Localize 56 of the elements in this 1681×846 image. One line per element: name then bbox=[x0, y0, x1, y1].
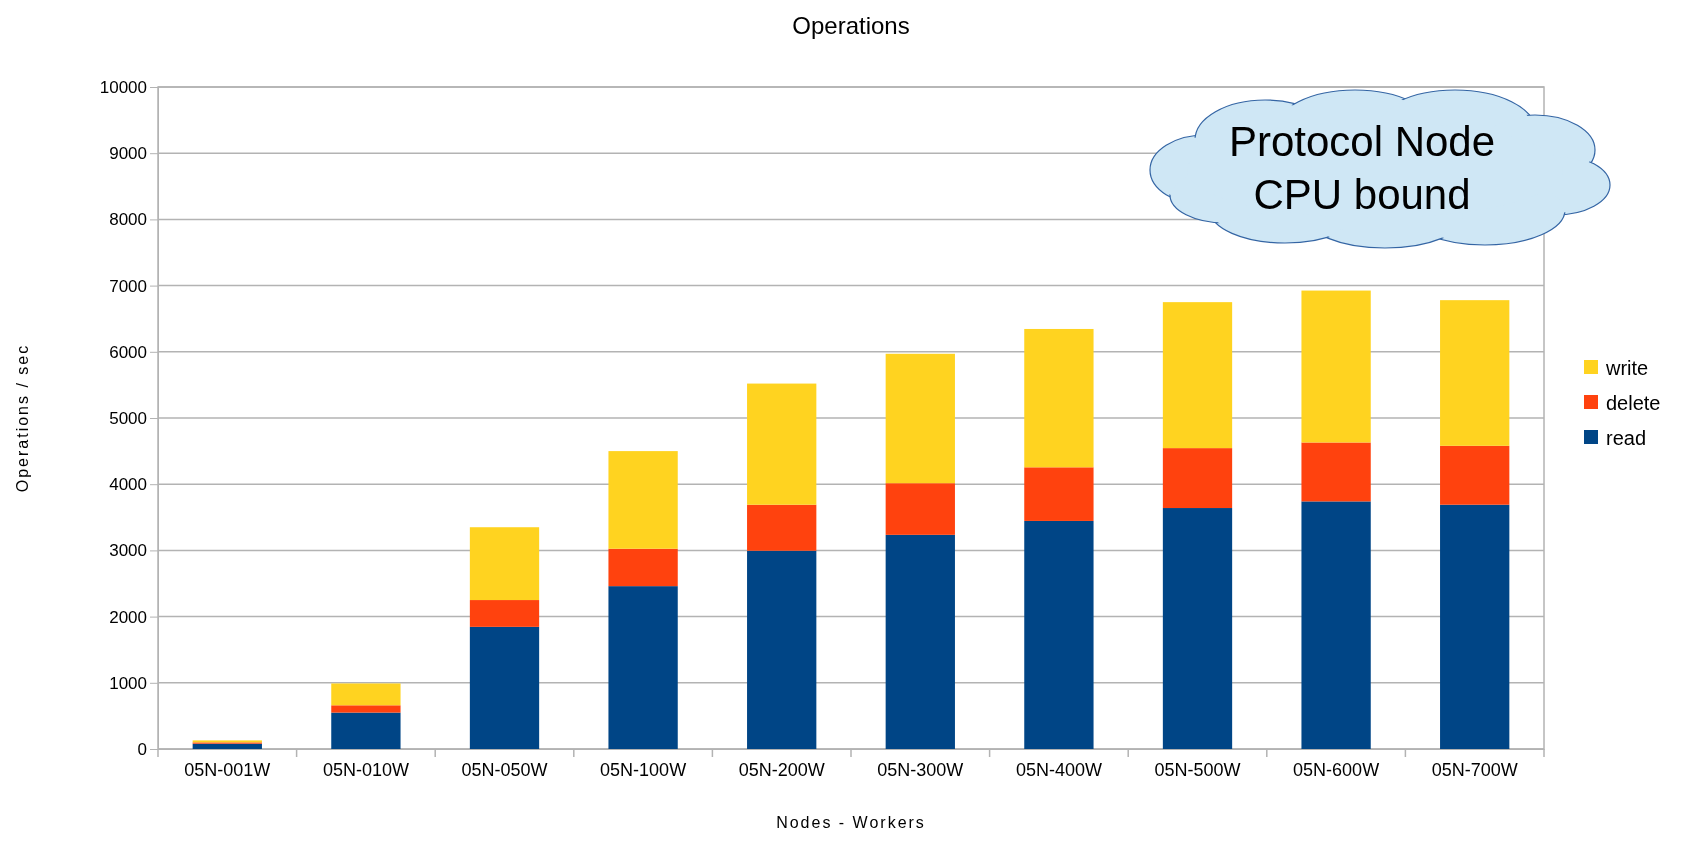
bar bbox=[1162, 508, 1233, 749]
y-tick-label: 5000 bbox=[109, 408, 147, 428]
bar bbox=[885, 534, 955, 749]
bar bbox=[469, 527, 540, 601]
x-tick-label: 05N-001W bbox=[184, 759, 271, 780]
y-axis-title: Operations / sec bbox=[14, 343, 31, 493]
bar bbox=[1024, 520, 1094, 749]
bar bbox=[747, 504, 817, 551]
bar bbox=[1162, 448, 1233, 509]
annotation: Protocol Node CPU bound bbox=[1228, 118, 1496, 218]
bar bbox=[608, 548, 678, 587]
y-tick-label: 10000 bbox=[99, 77, 147, 97]
bar bbox=[1301, 290, 1371, 443]
x-tick-label: 05N-300W bbox=[877, 759, 964, 780]
bar bbox=[1301, 501, 1371, 749]
x-axis-title: Nodes - Workers bbox=[776, 814, 926, 831]
legend-label: read bbox=[1606, 427, 1647, 449]
y-tick-label: 0 bbox=[137, 739, 147, 759]
bar bbox=[469, 600, 540, 627]
x-tick-label: 05N-600W bbox=[1293, 759, 1380, 780]
bar bbox=[885, 353, 955, 484]
legend-label: write bbox=[1605, 357, 1649, 379]
bar bbox=[331, 712, 401, 749]
y-tick-label: 7000 bbox=[109, 276, 147, 296]
x-tick-label: 05N-100W bbox=[600, 759, 687, 780]
y-tick-label: 8000 bbox=[109, 210, 147, 230]
bar bbox=[331, 705, 401, 713]
bar bbox=[885, 483, 955, 535]
bar bbox=[1440, 300, 1510, 446]
y-tick-label: 2000 bbox=[109, 607, 147, 627]
y-tick-label: 3000 bbox=[109, 541, 147, 561]
x-tick-label: 05N-010W bbox=[322, 759, 409, 780]
y-tick-label: 9000 bbox=[109, 144, 147, 164]
bar bbox=[1440, 445, 1510, 505]
x-tick-label: 05N-500W bbox=[1154, 759, 1241, 780]
bar bbox=[1440, 504, 1510, 749]
x-tick-label: 05N-200W bbox=[738, 759, 825, 780]
bar bbox=[469, 626, 540, 749]
x-tick-label: 05N-400W bbox=[1015, 759, 1102, 780]
x-tick-label: 05N-050W bbox=[461, 759, 548, 780]
bar bbox=[1301, 442, 1371, 502]
y-tick-label: 1000 bbox=[109, 673, 147, 693]
y-tick-label: 4000 bbox=[109, 475, 147, 495]
legend-label: delete bbox=[1606, 392, 1661, 414]
bar bbox=[747, 383, 817, 505]
x-tick-label: 05N-700W bbox=[1431, 759, 1518, 780]
chart-title: Operations bbox=[792, 12, 910, 39]
bar bbox=[608, 586, 678, 749]
bar bbox=[1024, 328, 1094, 468]
bar bbox=[192, 743, 262, 749]
bar bbox=[1162, 302, 1233, 449]
y-tick-label: 6000 bbox=[109, 342, 147, 362]
bar bbox=[747, 550, 817, 749]
bar bbox=[331, 683, 401, 706]
bar bbox=[1024, 467, 1094, 521]
bar bbox=[608, 451, 678, 549]
